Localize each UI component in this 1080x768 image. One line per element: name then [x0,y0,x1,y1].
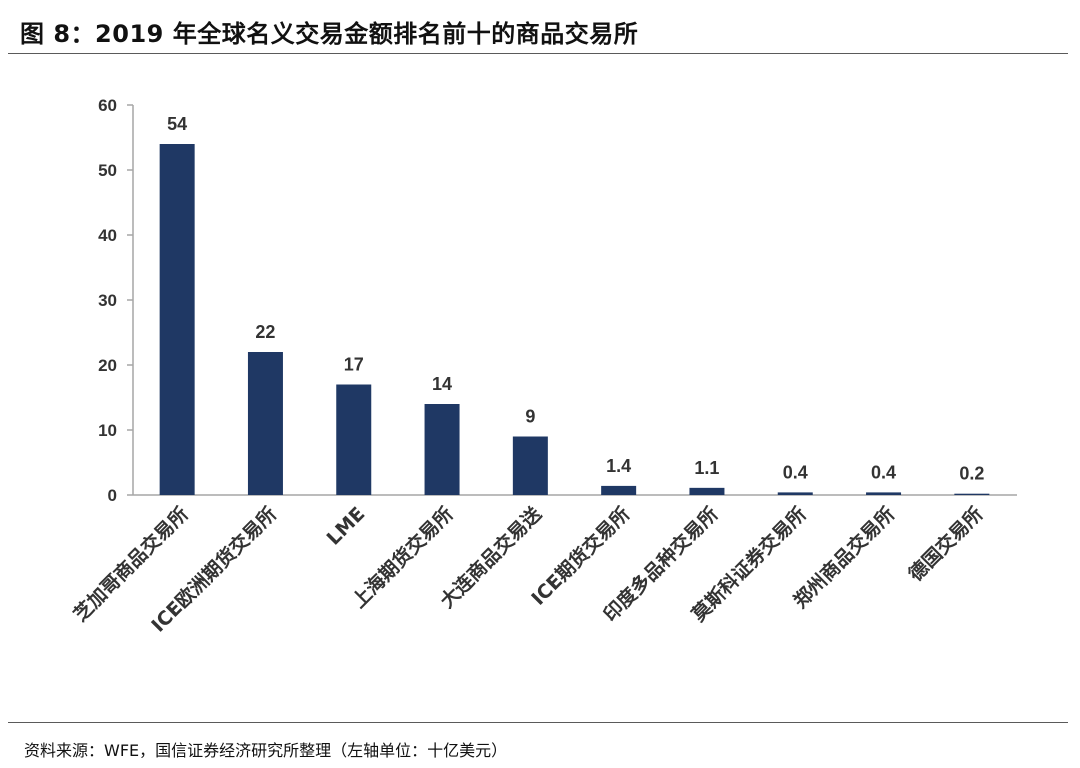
data-label: 0.4 [783,462,808,482]
source-note: 资料来源：WFE，国信证券经济研究所整理（左轴单位：十亿美元） [24,741,508,760]
bar [336,384,372,495]
y-tick-label: 20 [98,356,117,375]
data-label: 0.2 [959,464,984,484]
bar [512,436,548,495]
data-label: 54 [167,114,187,134]
y-tick-label: 40 [98,226,117,245]
data-label: 14 [432,374,452,394]
y-tick-label: 30 [98,291,117,310]
data-label: 17 [344,355,364,375]
source-divider [8,722,1068,723]
data-label: 9 [525,407,535,427]
figure-title: 图 8：2019 年全球名义交易金额排名前十的商品交易所 [20,20,639,48]
data-label: 0.4 [871,462,896,482]
bar [689,487,725,495]
bar [866,492,902,495]
data-label: 22 [255,322,275,342]
bar [159,144,195,495]
y-tick-label: 50 [98,161,117,180]
bar [601,485,637,495]
y-tick-label: 0 [108,486,117,505]
y-tick-label: 60 [98,96,117,115]
x-category-label: 德国交易所 [904,502,987,585]
data-label: 1.4 [606,456,631,476]
bar [954,493,990,495]
x-category-label: LME [323,503,370,550]
y-tick-label: 10 [98,421,117,440]
title-divider [8,53,1068,54]
bar [247,352,283,495]
bar [777,492,813,495]
data-label: 1.1 [694,458,719,478]
bar-chart: 010203040506054芝加哥商品交易所22ICE欧洲期货交易所17LME… [69,96,1017,637]
bar [424,404,460,495]
